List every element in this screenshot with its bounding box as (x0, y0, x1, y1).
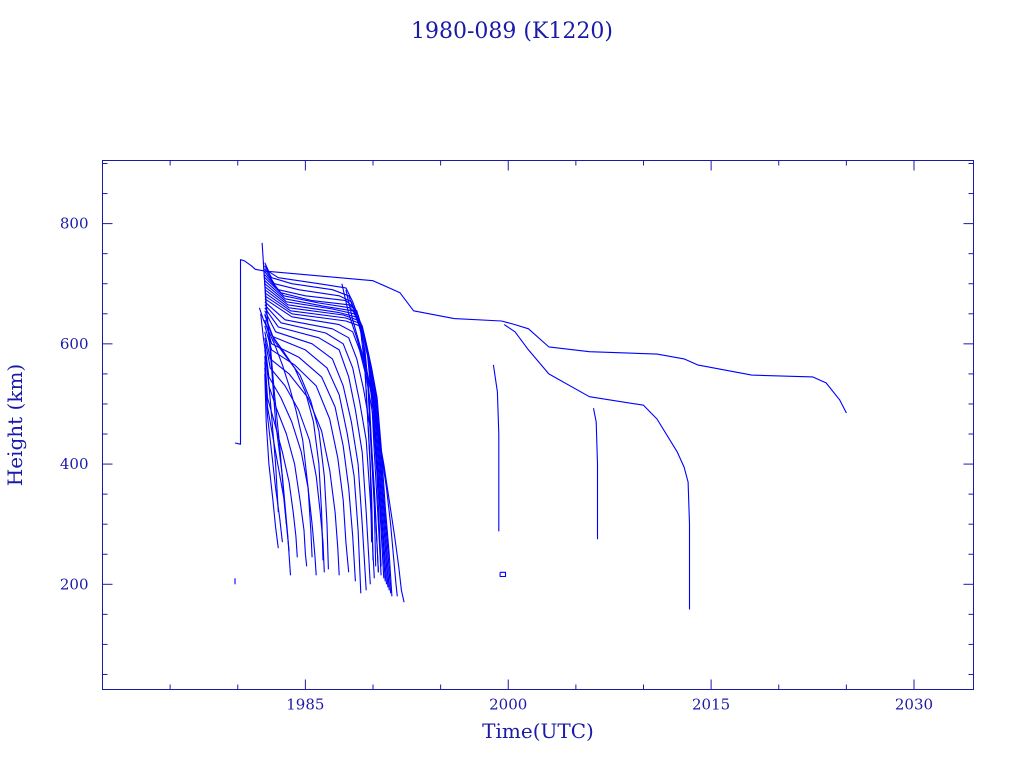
decay-trace-28 (264, 337, 325, 573)
decay-trace-38 (258, 307, 313, 558)
y-axis-label: Height (km) (3, 364, 27, 486)
decay-trace-1 (234, 259, 847, 445)
decay-trace-4 (592, 408, 599, 540)
decay-trace-27 (264, 331, 340, 576)
x-tick-label: 2015 (692, 696, 730, 714)
decay-trace-21 (264, 304, 375, 579)
plot-frame (102, 160, 974, 690)
decay-trace-3 (492, 364, 500, 532)
decay-trace-25 (264, 319, 356, 582)
decay-trace-9 (264, 268, 377, 567)
decay-trace-36 (262, 262, 287, 525)
decay-trace-18 (264, 295, 393, 597)
decay-trace-24 (264, 314, 362, 594)
decay-trace-33 (264, 367, 283, 543)
decay-trace-19 (264, 298, 382, 567)
y-tick-label: 600 (60, 335, 89, 353)
decay-trace-2 (503, 324, 691, 610)
decay-trace-15 (264, 286, 389, 588)
y-tick-label: 200 (60, 575, 89, 593)
y-tick-label: 800 (60, 215, 89, 233)
decay-trace-30 (264, 349, 308, 567)
axis-ticks (102, 160, 974, 690)
x-axis-label: Time(UTC) (482, 719, 594, 743)
decay-trace-40 (265, 319, 329, 570)
x-tick-label: 2000 (489, 696, 527, 714)
decay-trace-6 (499, 571, 507, 578)
x-tick-label: 2030 (895, 696, 933, 714)
decay-trace-39 (264, 313, 324, 561)
decay-trace-34 (264, 373, 279, 549)
decay-trace-20 (264, 301, 379, 573)
decay-trace-37 (260, 313, 279, 513)
decay-trace-42 (345, 289, 405, 603)
decay-trace-26 (264, 325, 350, 573)
x-tick-label: 1985 (286, 696, 324, 714)
decay-traces (234, 242, 847, 610)
decay-trace-22 (264, 307, 371, 585)
chart-title: 1980-089 (K1220) (411, 19, 613, 44)
axis-tick-labels: 1985 2000 2015 2030 200 400 600 800 (60, 215, 933, 714)
decay-trace-31 (264, 355, 298, 558)
y-tick-label: 400 (60, 455, 89, 473)
decay-trace-23 (264, 310, 367, 591)
